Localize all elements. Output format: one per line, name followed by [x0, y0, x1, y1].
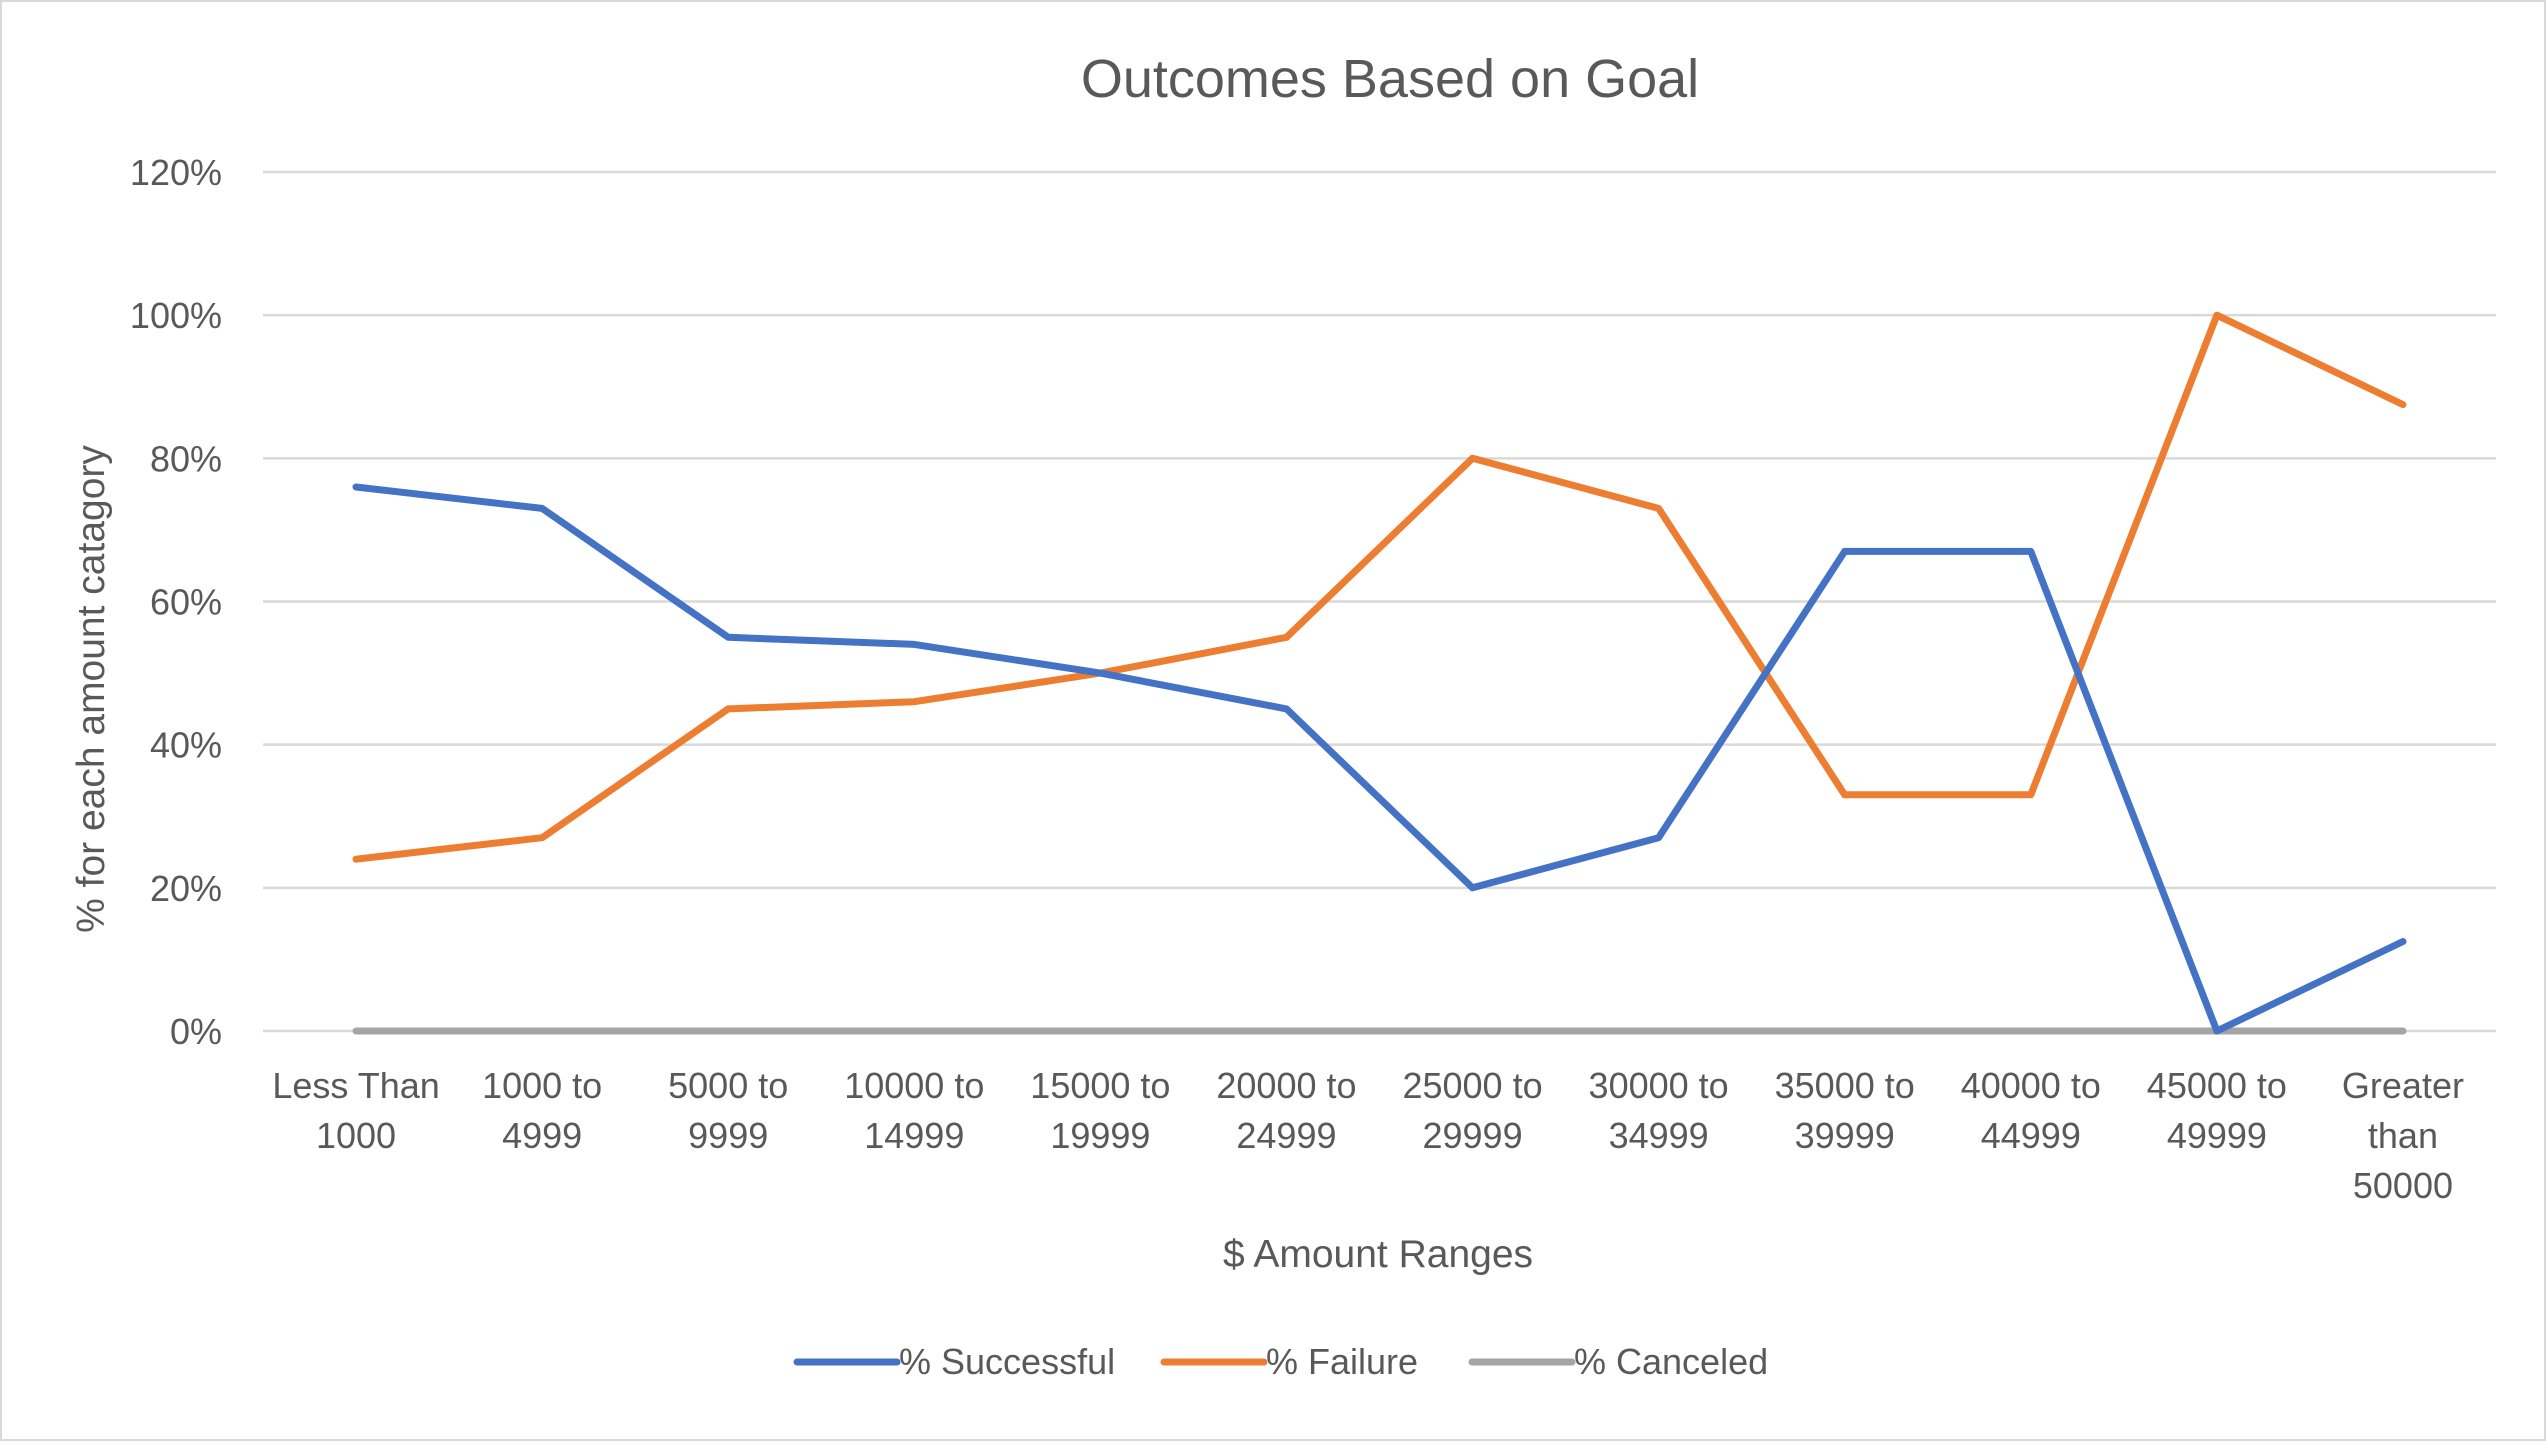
legend-label: % Failure — [1266, 1341, 1418, 1382]
y-axis-title: % for each amount catagory — [70, 445, 113, 933]
x-axis-title: $ Amount Ranges — [1223, 1233, 1533, 1276]
y-tick-label: 0% — [170, 1011, 222, 1052]
y-tick-label: 100% — [130, 295, 222, 336]
y-tick-label: 120% — [130, 152, 222, 193]
y-tick-label: 60% — [150, 582, 222, 623]
series-lines — [356, 315, 2403, 1031]
gridlines — [263, 172, 2496, 1031]
series-line-successful — [356, 487, 2403, 1031]
legend: % Successful % Failure % Canceled — [797, 1341, 1768, 1382]
series-line-failure — [356, 315, 2403, 859]
legend-label: % Successful — [899, 1341, 1115, 1382]
y-axis-ticks: 0% 20% 40% 60% 80% 100% 120% — [130, 152, 222, 1052]
y-tick-label: 20% — [150, 868, 222, 909]
y-tick-label: 40% — [150, 725, 222, 766]
legend-label: % Canceled — [1574, 1341, 1768, 1382]
y-tick-label: 80% — [150, 438, 222, 479]
chart-title: Outcomes Based on Goal — [1081, 49, 1699, 109]
